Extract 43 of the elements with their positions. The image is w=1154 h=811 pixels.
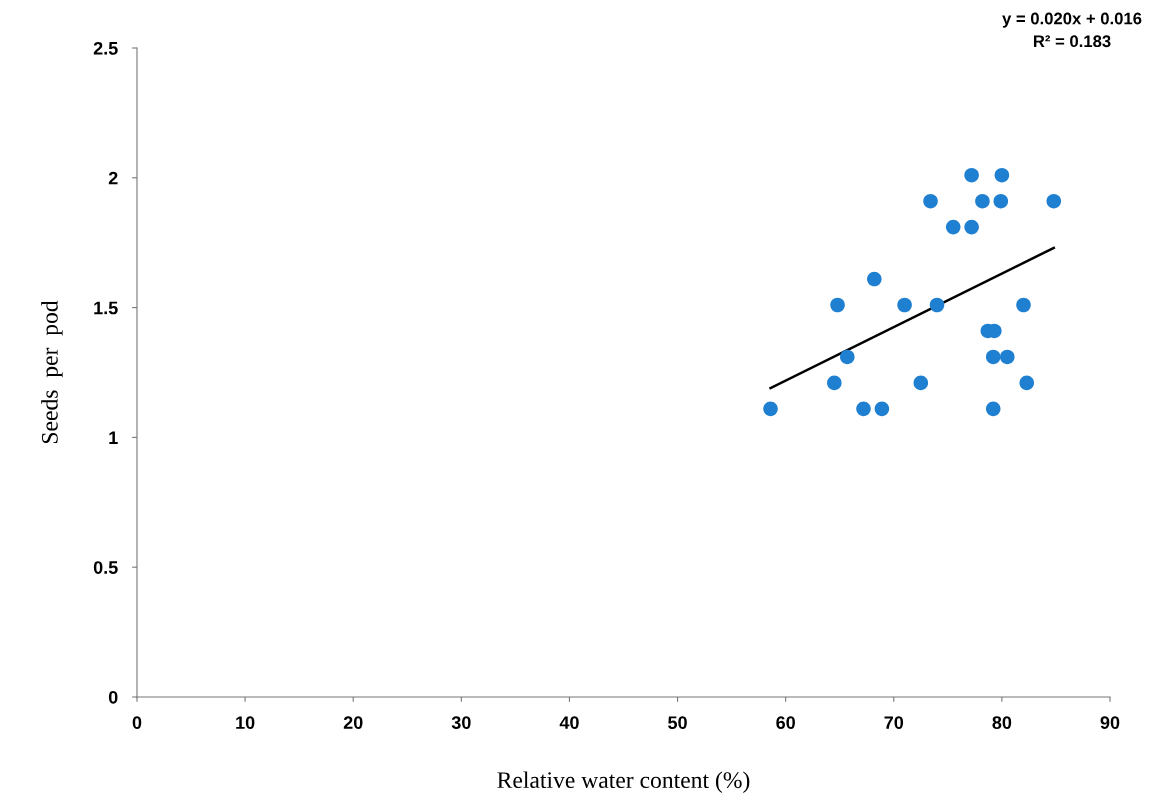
x-tick-label: 60	[776, 716, 795, 730]
point	[964, 219, 979, 235]
point	[1046, 193, 1062, 209]
y-tick-label: 1.5	[94, 301, 118, 315]
point	[827, 375, 842, 391]
text: y = 0.020x + 0.016	[1002, 12, 1142, 28]
point	[964, 167, 979, 183]
x-tick-label: 10	[236, 716, 255, 730]
point	[1000, 349, 1015, 365]
point	[913, 375, 929, 391]
point	[994, 167, 1010, 183]
x-tick-label: 70	[884, 716, 904, 730]
y-tick-label: 2	[108, 171, 118, 185]
y-axis-title: Seeds per pod	[41, 300, 63, 444]
point	[945, 219, 961, 235]
point	[975, 193, 990, 209]
x-tick-label: 90	[1100, 716, 1120, 730]
point	[923, 193, 938, 209]
point	[830, 297, 845, 313]
x-tick-label: 20	[343, 716, 363, 730]
point	[1019, 375, 1035, 391]
x-tick-label: 0	[132, 716, 142, 730]
point	[1016, 297, 1031, 313]
point	[840, 349, 855, 365]
point	[929, 297, 945, 313]
y-tick-label: 0	[108, 690, 118, 704]
point	[985, 401, 1001, 417]
point	[897, 297, 912, 313]
point	[874, 401, 890, 417]
y-tick-label: 1	[109, 431, 118, 444]
x-tick-label: 50	[668, 716, 687, 730]
point	[763, 401, 778, 417]
point	[867, 271, 882, 287]
point	[856, 401, 871, 417]
point	[985, 349, 1001, 365]
point	[993, 193, 1009, 209]
text: R² = 0.183	[1033, 35, 1111, 48]
x-axis-title: Relative water content (%)	[497, 771, 750, 793]
x-tick-label: 30	[451, 716, 471, 730]
x-tick-label: 40	[559, 716, 579, 730]
x-tick-label: 80	[992, 716, 1012, 730]
y-tick-label: 2.5	[93, 41, 118, 55]
y-tick-label: 0.5	[93, 561, 118, 574]
